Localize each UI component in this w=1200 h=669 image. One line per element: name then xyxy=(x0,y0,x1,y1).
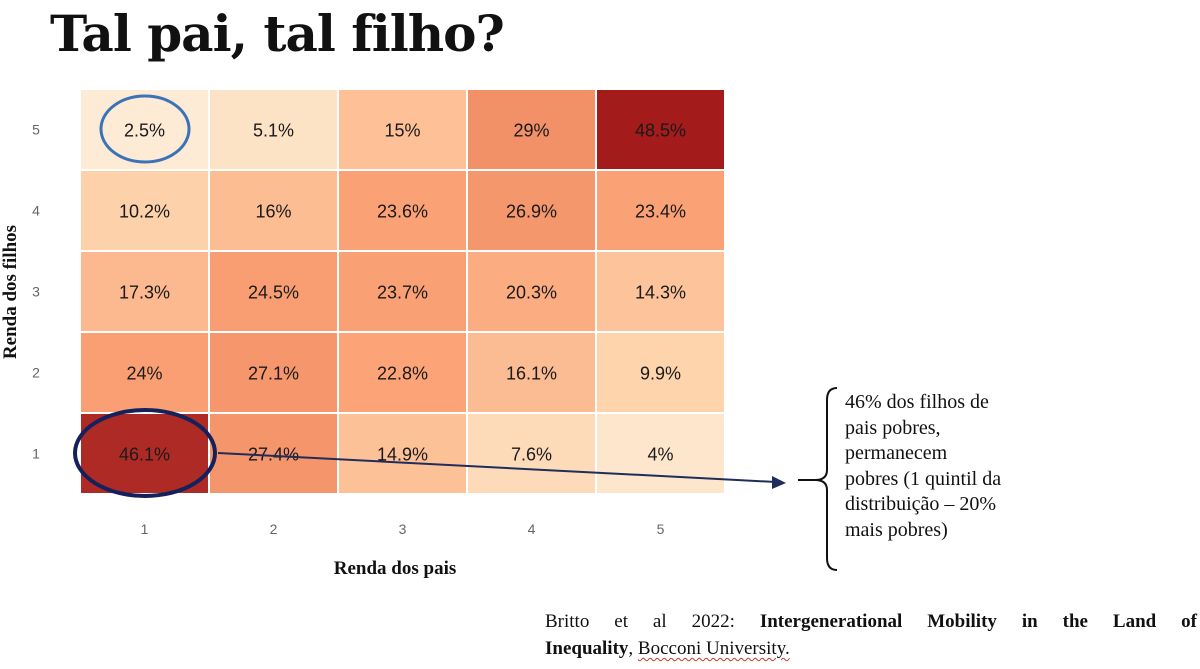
x-axis-label: Renda dos pais xyxy=(333,558,457,579)
cell-value-label: 17.3% xyxy=(119,283,170,303)
heatmap-cell xyxy=(208,88,339,171)
cell-value-label: 23.7% xyxy=(377,283,428,303)
heatmap-cell xyxy=(466,88,597,171)
citation-prefix: Britto et al 2022: xyxy=(545,611,760,632)
x-tick-label: 5 xyxy=(657,521,665,537)
page-title: Tal pai, tal filho? xyxy=(50,4,505,63)
heatmap-cell xyxy=(595,412,726,495)
y-axis-label: Renda dos filhos xyxy=(0,224,21,360)
cell-value-label: 14.3% xyxy=(635,283,686,303)
citation-title-part2: Inequality xyxy=(545,638,629,659)
cell-value-label: 22.8% xyxy=(377,364,428,384)
x-tick-label: 3 xyxy=(399,521,407,537)
x-tick-label: 4 xyxy=(528,521,536,537)
heatmap-cell xyxy=(337,88,468,171)
annotation-line: mais pobres) xyxy=(845,518,948,541)
heatmap-cell xyxy=(595,250,726,333)
cell-value-label: 27.1% xyxy=(248,364,299,384)
heatmap-cell xyxy=(466,412,597,495)
heatmap-cell xyxy=(337,412,468,495)
heatmap-cell xyxy=(79,331,210,414)
citation-line-2: Inequality, Bocconi University. xyxy=(545,635,1197,662)
cell-value-label: 7.6% xyxy=(511,445,552,465)
heatmap-cell xyxy=(466,169,597,252)
cell-value-label: 26.9% xyxy=(506,202,557,222)
citation-line-1: Britto et al 2022: Intergenerational Mob… xyxy=(545,608,1197,635)
heatmap-cell xyxy=(595,88,726,171)
heatmap-cell xyxy=(337,331,468,414)
cell-value-label: 24% xyxy=(126,364,162,384)
citation: Britto et al 2022: Intergenerational Mob… xyxy=(545,608,1197,662)
x-tick-label: 1 xyxy=(141,521,149,537)
annotation-brace xyxy=(798,387,838,571)
y-tick-label: 4 xyxy=(32,203,40,219)
heatmap-cell xyxy=(79,250,210,333)
heatmap-cell xyxy=(466,331,597,414)
annotation-arrow-line xyxy=(217,452,777,483)
heatmap-cell xyxy=(79,412,210,495)
cell-value-label: 23.6% xyxy=(377,202,428,222)
cell-value-label: 15% xyxy=(384,121,420,141)
cell-value-label: 5.1% xyxy=(253,121,294,141)
cell-value-label: 27.4% xyxy=(248,445,299,465)
cell-value-label: 20.3% xyxy=(506,283,557,303)
x-tick-label: 2 xyxy=(270,521,278,537)
annotation-line: permanecem xyxy=(845,442,948,464)
y-tick-label: 2 xyxy=(32,365,40,381)
heatmap-cell xyxy=(595,169,726,252)
citation-institution: Bocconi University. xyxy=(637,638,790,659)
y-tick-label: 5 xyxy=(32,122,40,138)
cell-value-label: 16.1% xyxy=(506,364,557,384)
cell-value-label: 24.5% xyxy=(248,283,299,303)
heatmap-cell xyxy=(337,169,468,252)
cell-value-label: 29% xyxy=(513,121,549,141)
cell-value-label: 2.5% xyxy=(124,121,165,141)
heatmap-cell xyxy=(79,169,210,252)
highlight-circle-bottom xyxy=(73,408,217,498)
cell-value-label: 4% xyxy=(647,445,673,465)
annotation-line: pais pobres, xyxy=(845,416,941,439)
citation-separator: , xyxy=(628,638,638,659)
cell-value-label: 48.5% xyxy=(635,121,686,141)
cell-value-label: 46.1% xyxy=(119,445,170,465)
annotation-arrowhead xyxy=(772,476,786,489)
y-tick-label: 3 xyxy=(32,284,40,300)
cell-value-label: 16% xyxy=(255,202,291,222)
cell-value-label: 14.9% xyxy=(377,445,428,465)
heatmap-cell xyxy=(208,250,339,333)
cell-value-label: 23.4% xyxy=(635,202,686,222)
annotation-line: pobres (1 quintil da xyxy=(845,467,1002,490)
citation-title-part1: Intergenerational Mobility in the Land o… xyxy=(759,611,1197,632)
cell-value-label: 9.9% xyxy=(640,364,681,384)
annotation-line: 46% dos filhos de xyxy=(845,391,989,413)
cell-value-label: 10.2% xyxy=(119,202,170,222)
heatmap-cell xyxy=(208,169,339,252)
annotation-line: distribuição – 20% xyxy=(845,493,997,515)
heatmap-cell xyxy=(337,250,468,333)
highlight-circle-top xyxy=(99,94,191,164)
annotation-text: 46% dos filhos de pais pobres, permanece… xyxy=(845,390,1075,543)
y-tick-label: 1 xyxy=(32,446,40,462)
